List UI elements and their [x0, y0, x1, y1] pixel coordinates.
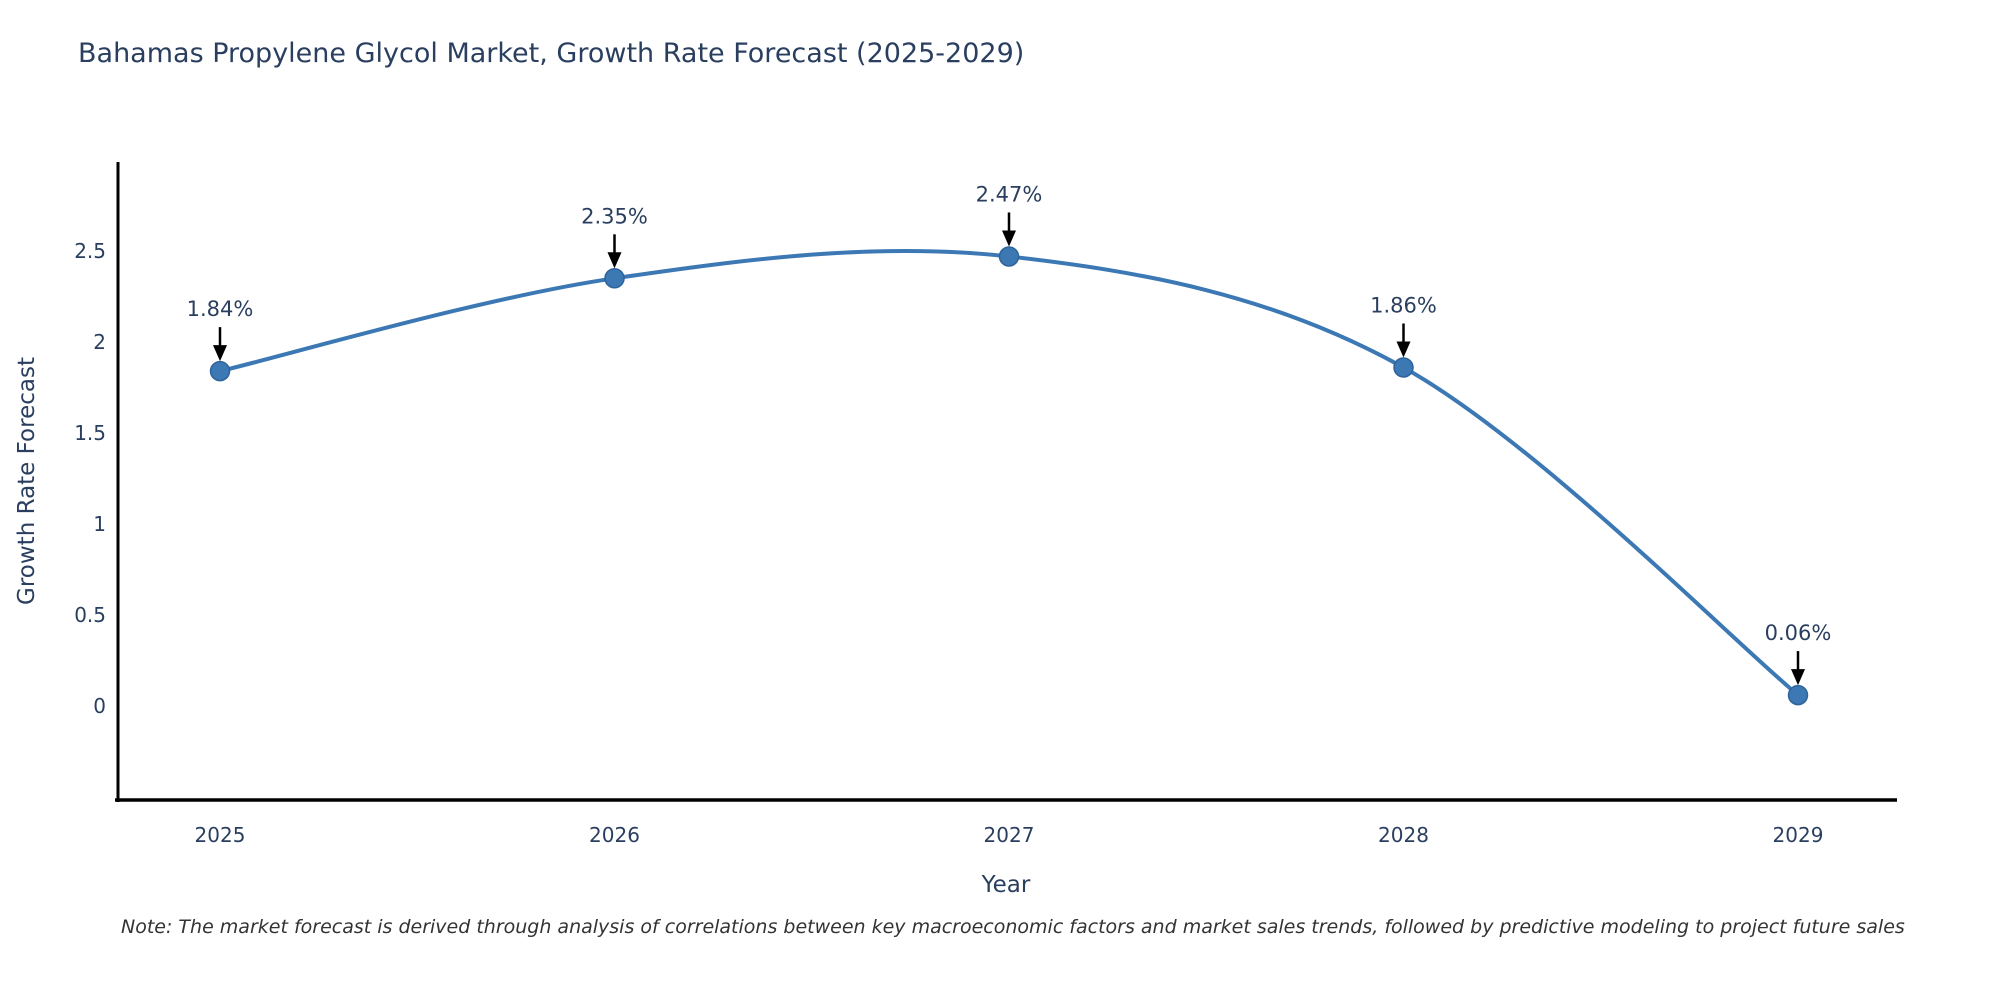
x-tick-label: 2029 [1773, 823, 1824, 847]
y-tick-label: 1.5 [74, 421, 106, 445]
data-point-marker [1393, 357, 1414, 378]
point-annotation: 2.35% [581, 204, 648, 269]
y-tick-label: 2 [93, 330, 106, 354]
data-point-marker [209, 360, 231, 382]
point-value-label: 2.47% [976, 182, 1043, 206]
point-annotation: 2.47% [976, 182, 1043, 247]
point-value-label: 2.35% [581, 204, 648, 228]
data-point-marker [1787, 684, 1809, 706]
growth-rate-chart: 0 0.5 1 1.5 2 2.5 2025 2026 2027 2028 2029 1.84% 2.… [14, 162, 1897, 898]
y-tick-label: 2.5 [74, 239, 106, 263]
point-annotation: 1.86% [1370, 293, 1437, 358]
y-tick-label: 0 [93, 694, 106, 718]
y-tick-label: 0.5 [74, 603, 106, 627]
footnote: Note: The market forecast is derived thr… [121, 916, 1905, 938]
chart-title: Bahamas Propylene Glycol Market, Growth … [78, 38, 1025, 69]
x-tick-label: 2028 [1378, 823, 1429, 847]
x-tick-label: 2027 [984, 823, 1035, 847]
point-annotation: 0.06% [1765, 621, 1832, 686]
series-layer [209, 246, 1809, 706]
x-axis-title: Year [981, 872, 1031, 898]
annotation-arrowhead [607, 252, 622, 269]
data-point-marker [604, 268, 625, 289]
axes-layer [115, 162, 1897, 802]
point-value-label: 0.06% [1765, 621, 1832, 645]
y-axis-title: Growth Rate Forecast [14, 357, 40, 605]
x-tick-label: 2025 [195, 823, 246, 847]
annotation-arrowhead [213, 345, 227, 362]
annotation-arrowhead [1002, 230, 1016, 247]
ticks-layer: 0 0.5 1 1.5 2 2.5 2025 2026 2027 2028 2029 [74, 239, 1823, 847]
x-tick-label: 2026 [589, 823, 640, 847]
point-value-label: 1.86% [1370, 293, 1437, 317]
point-annotation: 1.84% [187, 297, 254, 362]
annotation-arrowhead [1791, 669, 1805, 686]
trend-line [218, 248, 1800, 698]
annotations-layer: 1.84% 2.35% 2.47% 1.86% 0.06% [187, 182, 1832, 686]
y-tick-label: 1 [93, 512, 106, 536]
data-point-marker [998, 246, 1020, 267]
annotation-arrowhead [1396, 341, 1411, 358]
point-value-label: 1.84% [187, 297, 254, 321]
